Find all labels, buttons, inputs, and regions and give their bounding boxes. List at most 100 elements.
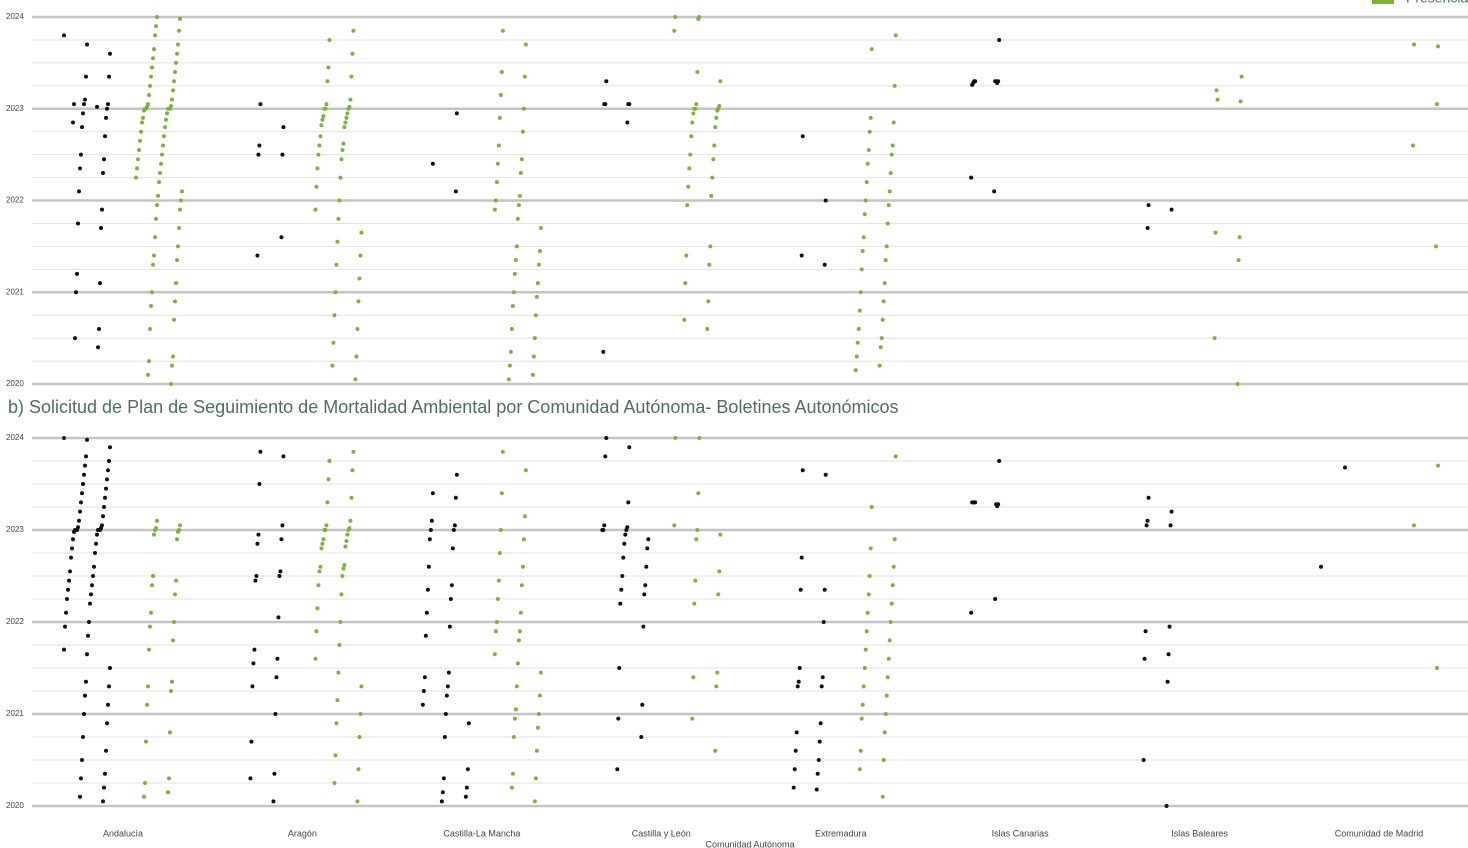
data-point (164, 117, 168, 122)
data-point (864, 180, 869, 185)
y-tick-label: 2024 (6, 12, 24, 21)
data-point (1412, 523, 1416, 528)
data-point (428, 528, 433, 532)
data-point (1167, 624, 1172, 629)
data-point (334, 262, 339, 267)
data-point (153, 33, 157, 38)
data-point (493, 629, 498, 634)
data-point (997, 37, 1002, 42)
data-point (535, 725, 540, 730)
data-point (106, 102, 110, 107)
data-point (797, 666, 802, 670)
data-point (449, 583, 454, 588)
data-point (173, 70, 177, 75)
data-point (863, 198, 868, 203)
y-tick-label: 2021 (6, 709, 24, 718)
data-point (692, 601, 697, 606)
data-point (71, 120, 75, 125)
data-point (1236, 258, 1241, 263)
data-point (107, 74, 111, 79)
data-point (621, 555, 626, 560)
data-point (148, 326, 152, 331)
data-point (644, 564, 649, 569)
data-point (497, 115, 502, 120)
data-point (171, 88, 175, 93)
data-point (864, 629, 869, 634)
data-point (672, 523, 677, 528)
data-point (272, 771, 277, 776)
data-point (865, 161, 870, 166)
data-point (179, 198, 183, 203)
data-point (1164, 804, 1169, 808)
data-point (684, 253, 689, 258)
data-point (1412, 42, 1416, 47)
data-point (321, 114, 326, 119)
data-point (970, 82, 975, 87)
data-point (166, 106, 170, 111)
data-point (816, 758, 821, 762)
data-point (442, 735, 447, 739)
data-point (883, 258, 888, 263)
data-point (499, 70, 504, 75)
data-point (138, 138, 142, 143)
data-point (178, 16, 182, 21)
data-point (819, 684, 824, 689)
data-point (600, 528, 605, 532)
data-point (257, 143, 262, 148)
data-point (626, 500, 631, 505)
data-point (425, 587, 430, 592)
data-point (143, 781, 147, 785)
data-point (165, 111, 169, 116)
data-point (497, 551, 502, 555)
data-point (103, 495, 107, 500)
data-point (452, 523, 457, 528)
data-point (823, 198, 828, 203)
data-point (169, 689, 173, 693)
data-point (98, 281, 102, 286)
data-point (320, 541, 325, 546)
data-point (105, 477, 109, 482)
data-point (153, 235, 157, 240)
data-point (889, 601, 894, 606)
data-point (877, 363, 882, 368)
data-point (618, 601, 623, 606)
x-tick-label: Islas Canarias (992, 828, 1050, 838)
data-point (814, 787, 819, 792)
data-point (80, 758, 84, 762)
data-point (105, 721, 109, 726)
data-point (969, 175, 974, 180)
x-tick-label: Castilla-La Mancha (443, 828, 520, 838)
data-point (84, 74, 88, 79)
data-point (512, 271, 517, 276)
data-point (496, 578, 501, 583)
data-point (144, 739, 148, 744)
data-point (107, 684, 111, 689)
data-point (77, 518, 81, 523)
data-point (154, 216, 158, 221)
data-point (706, 299, 711, 304)
data-point (100, 207, 104, 212)
x-tick-label: Extremadura (815, 828, 867, 838)
data-point (1169, 509, 1174, 514)
data-point (1238, 99, 1243, 104)
data-point (420, 702, 425, 707)
data-point (683, 281, 688, 286)
data-point (278, 569, 283, 574)
data-point (446, 670, 451, 675)
data-point (682, 317, 687, 322)
data-point (794, 730, 799, 735)
data-point (280, 152, 285, 157)
data-point (174, 60, 178, 65)
data-point (64, 610, 68, 615)
data-point (73, 336, 77, 341)
data-point (430, 491, 435, 496)
data-point (70, 546, 74, 551)
data-point (337, 643, 342, 647)
data-point (495, 597, 500, 601)
data-point (339, 592, 344, 597)
data-point (101, 514, 105, 519)
data-point (108, 51, 112, 56)
data-point (63, 624, 67, 629)
data-point (516, 638, 521, 643)
data-point (1146, 495, 1151, 500)
